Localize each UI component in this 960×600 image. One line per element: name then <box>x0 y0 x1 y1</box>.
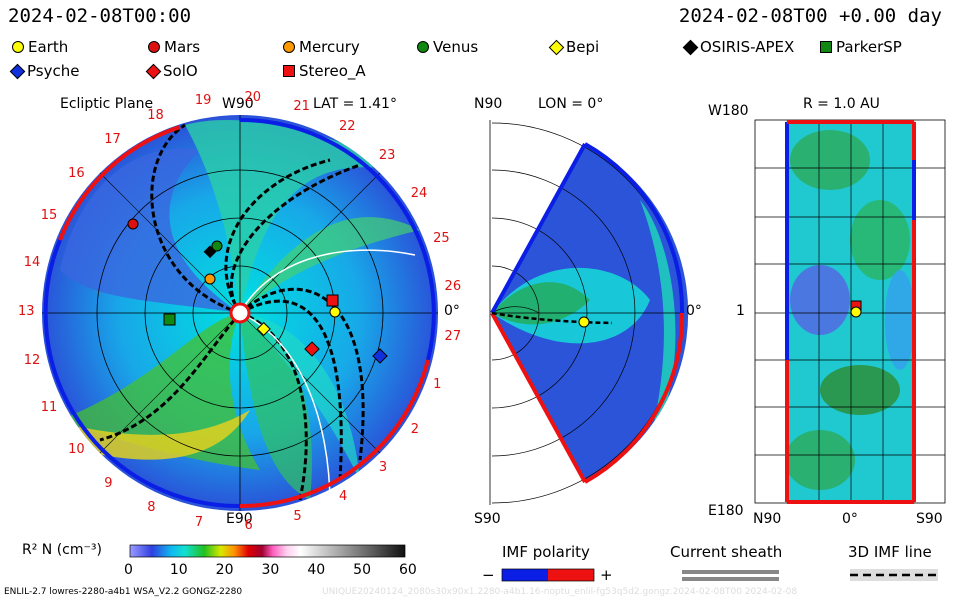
colorbar-tick: 10 <box>169 562 188 578</box>
colorbar-tick: 50 <box>353 562 371 578</box>
meridional-panel <box>489 120 689 505</box>
carrington-tick: 23 <box>378 148 396 164</box>
carrington-tick: 24 <box>410 186 428 202</box>
carrington-tick: 16 <box>68 166 85 182</box>
current-sheath-title: Current sheath <box>670 543 783 561</box>
carrington-tick: 12 <box>23 353 41 369</box>
colorbar <box>129 544 406 558</box>
ecliptic-bottom-label: E90 <box>226 511 253 527</box>
colorbar-tick: 60 <box>399 562 417 578</box>
carrington-tick: 21 <box>293 98 310 114</box>
circle-marker-icon <box>283 41 295 53</box>
legend-label: Stereo_A <box>299 62 366 80</box>
legend-item: OSIRIS-APEX <box>682 38 795 56</box>
map-x-right: S90 <box>916 511 943 527</box>
legend-label: Bepi <box>566 38 600 56</box>
ecliptic-panel <box>42 115 438 511</box>
circle-marker-icon <box>12 41 24 53</box>
legend-label: ParkerSP <box>836 38 902 56</box>
imf-polarity-title: IMF polarity <box>502 543 590 561</box>
legend-item: Psyche <box>9 62 80 80</box>
carrington-tick: 4 <box>339 489 348 505</box>
imf-plus-label: + <box>600 566 613 584</box>
meridional-top-label: N90 <box>474 96 503 112</box>
legend-item: SolO <box>145 62 198 80</box>
carrington-tick: 9 <box>104 475 113 491</box>
legend-item: Earth <box>12 38 68 56</box>
imf-3d-line-title: 3D IMF line <box>848 543 932 561</box>
colorbar-tick: 20 <box>215 562 234 578</box>
carrington-tick: 2 <box>410 421 420 437</box>
legend-item: Mars <box>148 38 200 56</box>
carrington-tick: 6 <box>244 517 253 533</box>
legend-item: Stereo_A <box>283 62 366 80</box>
carrington-tick: 13 <box>18 304 35 319</box>
legend-label: SolO <box>163 62 198 80</box>
meridional-right-label: 0° <box>686 303 702 319</box>
imf-minus-label: − <box>482 566 495 584</box>
ecliptic-title: Ecliptic Plane <box>60 96 154 112</box>
carrington-tick: 20 <box>244 90 261 106</box>
time-offset-label: 2024-02-08T00 +0.00 day <box>678 5 942 27</box>
carrington-tick: 15 <box>40 207 58 223</box>
carrington-tick: 10 <box>68 441 85 457</box>
map-y-bottom: E180 <box>708 503 744 519</box>
legend-item: Bepi <box>548 38 600 56</box>
map-title: R = 1.0 AU <box>803 96 880 112</box>
colorbar-label: R² N (cm⁻³) <box>22 542 102 558</box>
legend-label: Psyche <box>27 62 80 80</box>
legend-item: Mercury <box>283 38 360 56</box>
carrington-tick: 17 <box>104 132 121 148</box>
carrington-tick: 3 <box>378 459 388 475</box>
carrington-tick: 5 <box>293 509 302 524</box>
carrington-tick: 14 <box>23 254 41 270</box>
legend-label: Mercury <box>299 38 360 56</box>
carrington-tick: 27 <box>444 328 462 344</box>
map-y-top: W180 <box>708 103 749 119</box>
meridional-bottom-label: S90 <box>474 511 501 527</box>
carrington-tick: 18 <box>147 107 164 123</box>
model-info: ENLIL-2.7 lowres-2280-a4b1 WSA_V2.2 GONG… <box>4 587 243 597</box>
square-marker-icon <box>820 41 832 53</box>
square-marker-icon <box>283 65 295 77</box>
map-y-mid: 1 <box>736 303 745 319</box>
legend-label: Earth <box>28 38 69 56</box>
ecliptic-lat-label: LAT = 1.41° <box>313 96 397 112</box>
colorbar-tick: 30 <box>261 562 280 578</box>
run-watermark: UNIQUE20240124_2080s30x90x1.2280-a4b1.16… <box>322 587 798 597</box>
map-x-mid: 0° <box>842 511 858 527</box>
carrington-tick: 19 <box>194 93 212 109</box>
carrington-tick: 7 <box>194 514 204 530</box>
ecliptic-right-label: 0° <box>444 303 460 319</box>
map-x-left: N90 <box>753 511 782 527</box>
ecliptic-top-label: W90 <box>222 96 254 112</box>
carrington-tick: 11 <box>40 400 58 416</box>
carrington-tick: 1 <box>433 377 442 393</box>
meridional-lon-label: LON = 0° <box>538 96 604 112</box>
colorbar-tick: 0 <box>124 562 133 578</box>
legend-label: Mars <box>164 38 201 56</box>
legend-label: Venus <box>433 38 479 56</box>
legend-item: ParkerSP <box>820 38 902 56</box>
carrington-tick: 26 <box>444 279 462 295</box>
legend-item: Venus <box>417 38 478 56</box>
carrington-tick: 22 <box>339 118 356 134</box>
circle-marker-icon <box>417 41 429 53</box>
legend-label: OSIRIS-APEX <box>700 38 795 56</box>
carrington-tick: 25 <box>433 230 450 246</box>
map-panel <box>754 119 946 504</box>
simulation-time: 2024-02-08T00:00 <box>8 5 192 27</box>
circle-marker-icon <box>148 41 160 53</box>
colorbar-tick: 40 <box>307 562 326 578</box>
carrington-tick: 8 <box>147 500 156 516</box>
